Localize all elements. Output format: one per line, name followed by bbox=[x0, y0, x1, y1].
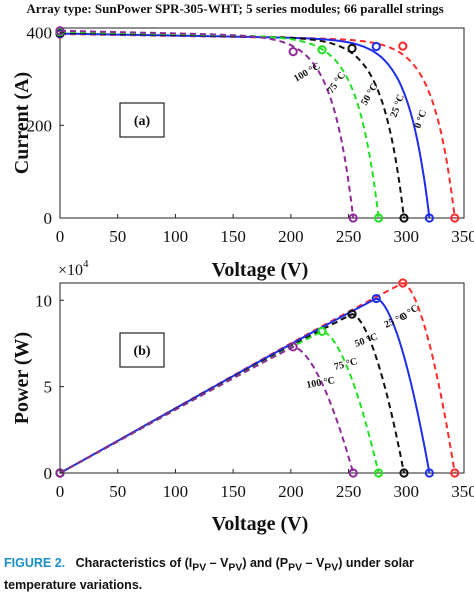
caption-text: Characteristics of (IPV – VPV) and (PPV … bbox=[4, 556, 414, 592]
mpp-marker-t75 bbox=[317, 45, 327, 55]
mpp-marker-t75 bbox=[317, 326, 327, 336]
x-tick-label: 100 bbox=[163, 227, 189, 246]
x-tick-label: 0 bbox=[56, 227, 65, 246]
voc-marker-t75 bbox=[373, 468, 384, 478]
x-tick-label: 100 bbox=[163, 482, 189, 501]
mpp-marker-t50 bbox=[347, 309, 357, 319]
x-tick-label: 150 bbox=[220, 482, 246, 501]
mpp-marker-t25 bbox=[371, 293, 381, 304]
series-line-t0 bbox=[59, 281, 456, 474]
series-line-t75 bbox=[60, 30, 380, 219]
x-tick-label: 250 bbox=[336, 227, 362, 246]
mpp-marker-t100 bbox=[288, 47, 298, 57]
panel-a-current: 0 50 100 150 200 250 300 350 0 200 400 (a) Voltag… bbox=[11, 24, 474, 281]
x-axis-title-a: Voltage (V) bbox=[212, 259, 308, 281]
y-tick-label: 0 bbox=[44, 464, 53, 483]
voc-marker-t100 bbox=[348, 468, 358, 478]
series-line-t25 bbox=[59, 297, 431, 474]
y-axis-title-b: Power (W) bbox=[11, 332, 33, 424]
series-line-t100 bbox=[60, 29, 355, 219]
series-line-t50 bbox=[59, 313, 405, 474]
y-tick-label: 400 bbox=[27, 24, 53, 43]
panel-label-box-b bbox=[119, 332, 165, 368]
voc-marker-t25 bbox=[424, 213, 434, 223]
voc-marker-t50 bbox=[399, 213, 409, 223]
panel-label-a: (a) bbox=[134, 114, 151, 129]
x-tick-label: 200 bbox=[278, 227, 304, 246]
temp-label-t100: 100 °C bbox=[306, 375, 336, 391]
temp-label-t75: 75 °C bbox=[325, 70, 348, 96]
mpp-marker-t50 bbox=[347, 43, 357, 53]
x-tick-label: 350 bbox=[451, 227, 474, 246]
series-line-t25 bbox=[60, 32, 431, 219]
mpp-marker-t0 bbox=[398, 278, 408, 288]
series-line-t0 bbox=[59, 33, 456, 219]
panel-b-power: 0 50 100 150 200 250 300 350 0 5 10 ×104 (b) Volt… bbox=[11, 258, 474, 535]
voc-marker-t0 bbox=[450, 213, 460, 223]
voc-marker-t0 bbox=[450, 468, 460, 478]
x-tick-label: 350 bbox=[451, 482, 474, 501]
figure: Array type: SunPower SPR-305-WHT; 5 seri… bbox=[11, 1, 474, 535]
temp-label-t100: 100 °C bbox=[292, 61, 322, 85]
series-line-t50 bbox=[59, 31, 405, 219]
x-axis-title-b: Voltage (V) bbox=[212, 513, 308, 535]
x-tick-label: 200 bbox=[278, 482, 304, 501]
y-tick-label: 10 bbox=[35, 291, 52, 310]
figure-header: Array type: SunPower SPR-305-WHT; 5 seri… bbox=[26, 1, 443, 16]
plot-frame-b bbox=[59, 282, 465, 474]
caption-label: FIGURE 2. bbox=[4, 556, 66, 570]
figure-caption: FIGURE 2. Characteristics of (IPV – VPV)… bbox=[4, 555, 472, 593]
x-tick-label: 250 bbox=[336, 482, 362, 501]
voc-marker-t100 bbox=[348, 213, 358, 223]
start-marker-t100 bbox=[55, 26, 65, 36]
temp-label-t50: 50 °C bbox=[359, 81, 380, 107]
temp-label-t0: 0 °C bbox=[412, 109, 429, 130]
temp-label-t75: 75 °C bbox=[333, 356, 359, 373]
y-tick-label: 200 bbox=[27, 116, 53, 135]
voc-marker-t50 bbox=[399, 468, 409, 478]
mpp-marker-t25 bbox=[371, 41, 381, 52]
x-tick-label: 50 bbox=[109, 482, 126, 501]
y-axis-title-a: Current (A) bbox=[11, 72, 33, 174]
voc-marker-t75 bbox=[373, 213, 384, 223]
x-tick-label: 0 bbox=[56, 482, 65, 501]
mpp-marker-t100 bbox=[288, 342, 298, 352]
y-multiplier: ×104 bbox=[58, 258, 89, 279]
panel-label-b: (b) bbox=[133, 344, 150, 359]
x-tick-label: 300 bbox=[394, 227, 420, 246]
voc-marker-t25 bbox=[424, 468, 434, 478]
mpp-marker-t0 bbox=[398, 41, 408, 51]
panel-label-box-a bbox=[119, 102, 165, 138]
x-tick-label: 150 bbox=[220, 227, 246, 246]
temp-label-t50: 50 °C bbox=[353, 331, 379, 349]
plot-frame-a bbox=[59, 27, 465, 219]
x-tick-label: 50 bbox=[109, 227, 126, 246]
x-tick-label: 300 bbox=[394, 482, 420, 501]
series-line-t100 bbox=[59, 346, 355, 474]
y-tick-label: 5 bbox=[44, 378, 53, 397]
temp-label-t25: 25 °C bbox=[388, 93, 406, 119]
y-tick-label: 0 bbox=[44, 209, 53, 228]
